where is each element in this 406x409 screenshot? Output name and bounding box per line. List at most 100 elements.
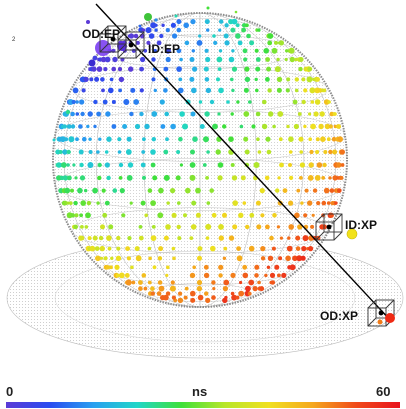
pmt-hit <box>170 123 176 130</box>
pmt-hit <box>196 40 203 46</box>
od-hit <box>138 24 142 28</box>
od-hit <box>92 55 98 61</box>
pmt-hit <box>78 149 84 155</box>
pmt-hit <box>336 162 342 168</box>
pmt-hit <box>289 175 294 180</box>
pmt-hit <box>322 88 327 93</box>
pmt-hit <box>266 265 271 269</box>
pmt-hit <box>275 188 280 193</box>
pmt-hit <box>231 294 238 301</box>
pmt-hit <box>192 66 198 72</box>
pmt-hit <box>123 99 130 105</box>
pmt-hit <box>295 246 301 251</box>
pmt-hit <box>254 48 259 53</box>
pmt-hit <box>142 175 146 180</box>
pmt-hit <box>239 280 243 285</box>
pmt-hit <box>190 19 196 25</box>
pmt-hit <box>177 201 181 205</box>
pmt-hit <box>103 67 108 72</box>
pmt-hit <box>206 28 210 32</box>
pmt-hit <box>192 136 198 142</box>
pmt-hit <box>70 188 74 193</box>
pmt-hit <box>176 224 181 230</box>
pmt-hit <box>79 162 84 168</box>
pmt-hit <box>257 280 261 285</box>
pmt-hit <box>68 136 75 143</box>
pmt-hit <box>203 136 209 143</box>
pmt-hit <box>288 224 295 230</box>
pmt-hit <box>255 66 261 72</box>
pmt-hit <box>278 137 283 142</box>
pmt-hit <box>240 175 246 181</box>
pmt-hit <box>255 200 261 206</box>
pmt-hit <box>222 212 227 218</box>
pmt-hit <box>321 200 327 206</box>
pmt-hit <box>243 57 248 62</box>
pmt-hit <box>62 124 67 129</box>
pmt-hit <box>235 23 240 28</box>
pmt-hit <box>197 246 203 252</box>
pmt-hits <box>55 18 345 304</box>
pmt-hit <box>164 111 169 117</box>
pmt-hit <box>226 100 230 104</box>
pmt-hit <box>170 22 176 28</box>
pmt-hit <box>254 273 259 278</box>
pmt-hit <box>147 280 152 285</box>
pmt-hit <box>308 112 312 116</box>
pmt-hit <box>204 19 210 25</box>
pmt-hit <box>235 33 241 39</box>
pmt-hit <box>205 297 211 303</box>
pmt-hit <box>204 291 209 296</box>
pmt-hit <box>279 236 283 240</box>
pmt-hit <box>125 279 132 286</box>
pmt-hit <box>104 162 110 168</box>
pmt-hit <box>285 255 291 262</box>
pmt-hit <box>153 88 157 93</box>
pmt-hit <box>127 162 134 168</box>
pmt-hit <box>66 163 70 167</box>
pmt-hit <box>111 66 116 72</box>
pmt-hit <box>326 137 331 142</box>
pmt-hit <box>217 112 221 116</box>
pmt-hit <box>307 66 313 72</box>
pmt-hit <box>127 236 132 241</box>
pmt-hit <box>189 57 195 62</box>
pmt-hit <box>195 187 201 194</box>
pmt-hit <box>329 188 335 193</box>
pmt-hit <box>150 149 156 155</box>
pmt-hit <box>198 100 203 104</box>
pmt-hit <box>255 111 261 117</box>
pmt-hit <box>315 150 320 154</box>
pmt-hit <box>101 188 106 193</box>
pmt-hit <box>238 290 245 297</box>
pmt-hit <box>121 213 126 218</box>
pmt-hit <box>178 77 183 82</box>
pmt-hit <box>260 246 266 252</box>
pmt-hit <box>267 255 274 261</box>
pmt-hit <box>84 225 89 229</box>
pmt-hit <box>153 48 158 53</box>
pmt-hit <box>170 188 176 194</box>
pmt-hit <box>71 99 76 105</box>
pmt-hit <box>66 201 70 205</box>
pmt-hit <box>75 100 79 104</box>
pmt-hit <box>102 99 108 105</box>
pmt-hit <box>265 77 270 82</box>
pmt-hit <box>236 100 240 104</box>
colorbar-max-label: 60 <box>376 384 391 399</box>
pmt-hit <box>189 236 194 241</box>
pmt-hit <box>183 22 189 29</box>
pmt-hit <box>115 255 122 261</box>
pmt-hit <box>257 150 262 154</box>
pmt-hit <box>99 245 106 252</box>
pmt-hit <box>138 280 143 285</box>
pmt-hit <box>294 57 299 62</box>
pmt-hit <box>307 200 313 206</box>
pmt-hit <box>215 149 221 155</box>
pmt-hit <box>271 47 278 54</box>
pmt-hit <box>230 77 234 82</box>
pmt-hit <box>266 149 272 155</box>
pmt-hit <box>80 111 85 117</box>
id-exit-label: ID:XP <box>345 218 377 232</box>
pmt-hit <box>328 176 332 180</box>
